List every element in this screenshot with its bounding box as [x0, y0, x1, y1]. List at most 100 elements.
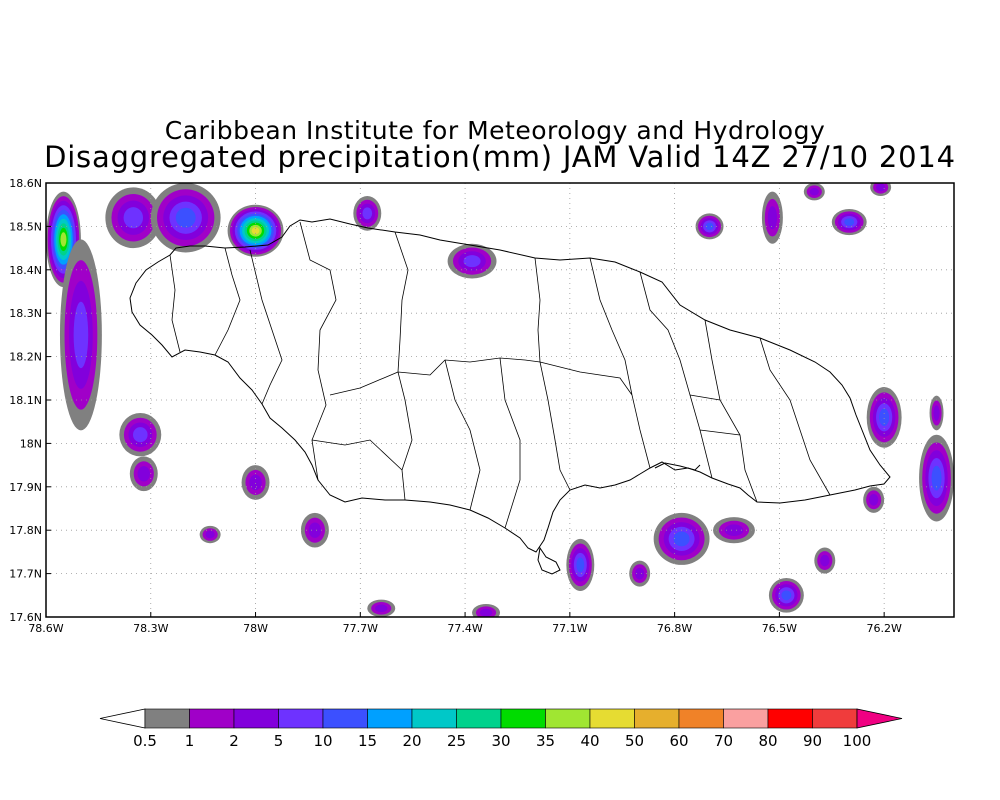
lon-tick-label: 77.1W: [552, 622, 587, 635]
precip-contour: [73, 301, 89, 369]
kingston-harbour-outline: [654, 462, 701, 471]
precip-cell: [227, 204, 284, 257]
precip-contour: [844, 218, 855, 226]
precip-contour: [809, 187, 819, 196]
colorbar-over-arrow: [856, 708, 903, 729]
parish-boundaries: [169, 221, 831, 529]
lon-tick-label: 76.5W: [762, 622, 797, 635]
lon-tick-label: 76.2W: [866, 622, 901, 635]
chart-subtitle: Disaggregated precipitation(mm) JAM Vali…: [44, 140, 956, 174]
precip-cell: [863, 486, 885, 513]
precip-cell: [929, 395, 944, 431]
colorbar-label: 30: [491, 732, 510, 750]
precip-contour: [362, 207, 373, 220]
chart-title: Caribbean Institute for Meteorology and …: [164, 116, 826, 145]
precip-contour: [60, 232, 67, 247]
precip-contour: [931, 465, 942, 491]
lat-tick-label: 17.8N: [9, 524, 42, 537]
precip-cell: [447, 243, 497, 279]
lat-tick-label: 18.5N: [9, 220, 42, 233]
precip-cell: [919, 434, 954, 522]
colorbar-swatch: [367, 708, 413, 729]
colorbar-swatch: [322, 708, 368, 729]
precip-cell: [199, 525, 221, 544]
precip-cell: [761, 191, 783, 244]
jamaica-map-outline: [129, 218, 891, 575]
lat-tick-label: 18.3N: [9, 307, 42, 320]
precip-contour: [724, 524, 744, 536]
colorbar-label: 5: [274, 732, 284, 750]
map-background: [46, 183, 954, 617]
lon-tick-label: 78W: [243, 622, 268, 635]
precip-cell: [566, 538, 595, 591]
axis-ticks: 78.6W 78.3W 78W 77.7W 77.4W 77.1W 76.8W 76.5W 76…: [9, 177, 902, 635]
precip-contour: [767, 206, 778, 230]
colorbar-label: 90: [803, 732, 822, 750]
precip-cell: [105, 187, 162, 249]
precip-cell: [814, 547, 836, 574]
precip-contour: [479, 608, 493, 617]
colorbar-swatch: [278, 708, 324, 729]
jamaica-coastline: [129, 218, 891, 553]
colorbar-swatch: [545, 708, 591, 729]
lon-tick-label: 78.3W: [133, 622, 168, 635]
precip-cell: [300, 512, 329, 548]
precip-cell: [629, 560, 651, 587]
precip-contour: [820, 554, 830, 567]
precip-contour: [463, 255, 481, 268]
colorbar-label: 20: [402, 732, 421, 750]
precip-contour: [251, 227, 260, 235]
precip-contour: [673, 531, 690, 547]
colorbar-label: 1: [185, 732, 195, 750]
precip-contour: [137, 466, 150, 482]
precipitation-layer: [46, 183, 954, 617]
colorbar-under-arrow: [99, 708, 146, 729]
colorbar-label: 60: [669, 732, 688, 750]
colorbar-label: 10: [313, 732, 332, 750]
precip-cell: [150, 183, 221, 253]
colorbar-label: 40: [580, 732, 599, 750]
lat-tick-label: 18.6N: [9, 177, 42, 190]
precip-contour: [705, 222, 714, 231]
lon-tick-label: 78.6W: [28, 622, 63, 635]
precip-contour: [879, 408, 890, 427]
lat-tick-label: 18.4N: [9, 264, 42, 277]
colorbar-swatch: [500, 708, 546, 729]
lat-tick-label: 18.1N: [9, 394, 42, 407]
colorbar-label: 100: [843, 732, 872, 750]
colorbar-swatch: [411, 708, 457, 729]
precip-cell: [129, 456, 158, 492]
precip-cell: [119, 413, 162, 457]
precip-cell: [472, 603, 500, 617]
precip-cell: [367, 599, 396, 617]
colorbar-swatch: [233, 708, 279, 729]
colorbar-label: 50: [625, 732, 644, 750]
lon-tick-label: 77.7W: [343, 622, 378, 635]
precip-cell: [59, 239, 102, 431]
lat-tick-label: 18N: [20, 437, 42, 450]
precip-cell: [803, 183, 825, 201]
colorbar-label: 15: [358, 732, 377, 750]
portland-bight-outline: [537, 546, 561, 575]
precip-contour: [576, 557, 585, 573]
precip-cell: [353, 196, 382, 231]
precip-cell: [713, 517, 755, 544]
lat-tick-label: 17.9N: [9, 481, 42, 494]
colorbar-swatch: [189, 708, 235, 729]
colorbar-swatch: [678, 708, 724, 729]
precip-contour: [205, 530, 215, 539]
precip-contour: [876, 183, 886, 192]
colorbar-label: 2: [229, 732, 239, 750]
lon-tick-label: 76.8W: [657, 622, 692, 635]
precip-contour: [635, 567, 645, 580]
precip-contour: [869, 494, 879, 506]
precip-contour: [123, 207, 144, 229]
precip-contour: [249, 474, 262, 491]
precip-cell: [695, 213, 724, 240]
precip-contour: [133, 427, 148, 443]
precip-cell: [870, 183, 892, 197]
colorbar-swatch: [723, 708, 769, 729]
precip-cell: [866, 386, 902, 448]
precip-cell: [653, 512, 710, 565]
